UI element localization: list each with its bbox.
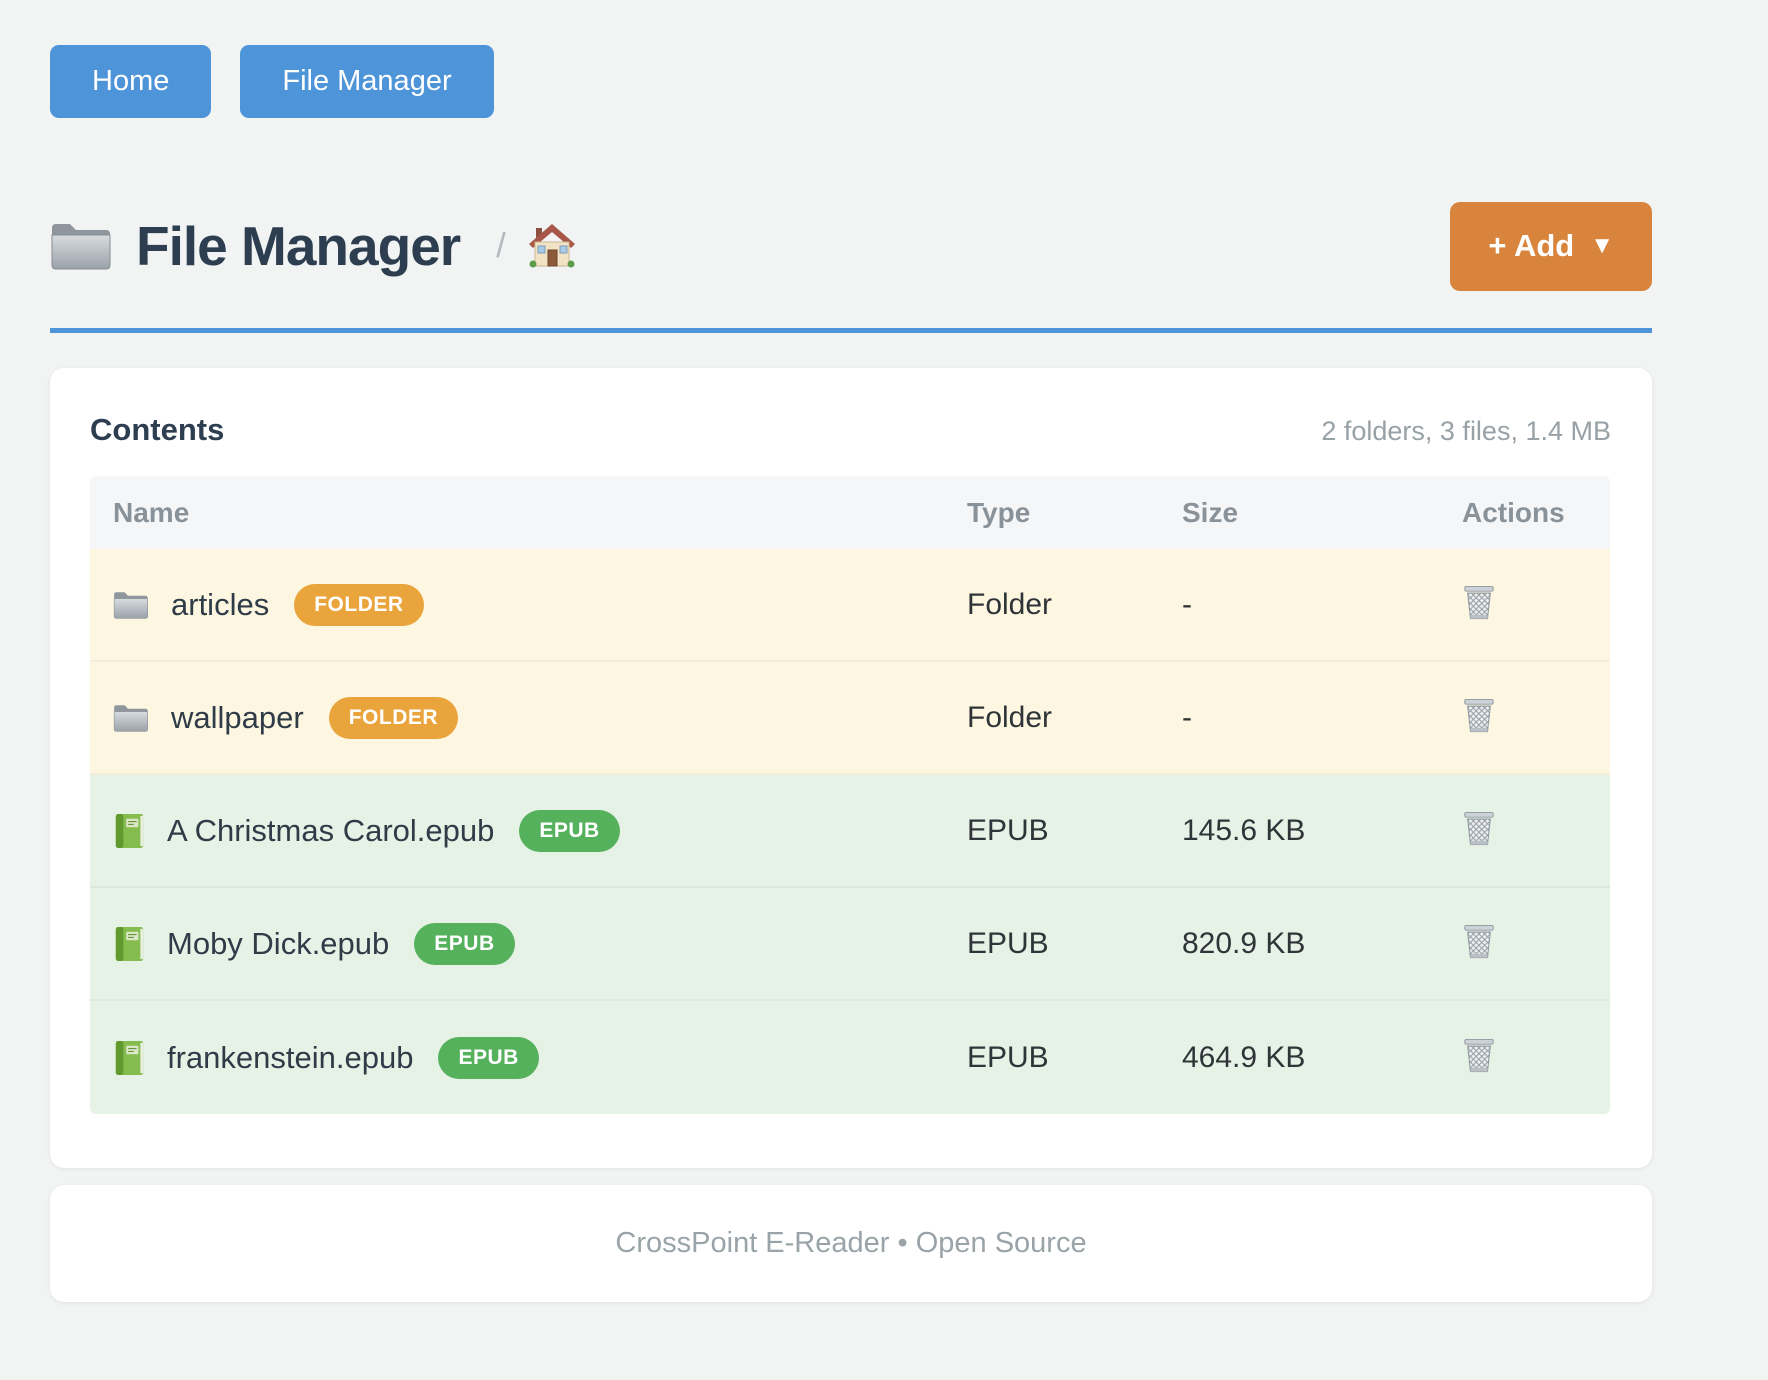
entry-type: Folder (967, 700, 1053, 734)
entry-type: Folder (967, 587, 1053, 621)
delete-button[interactable] (1462, 583, 1496, 622)
folder-icon (113, 590, 150, 620)
file-table: Name Type Size Actions articles FOLDER F… (90, 476, 1610, 1114)
table-header-row: Name Type Size Actions (90, 476, 1610, 549)
top-nav: Home File Manager (50, 45, 1652, 118)
folder-icon (113, 703, 150, 733)
entry-name-link[interactable]: articles (171, 586, 270, 622)
table-row: articles FOLDER Folder - (90, 549, 1610, 662)
trash-icon (1462, 1036, 1496, 1075)
delete-button[interactable] (1462, 922, 1496, 961)
entry-size: 464.9 KB (1182, 1040, 1306, 1074)
trash-icon (1462, 696, 1496, 735)
page-title: File Manager (136, 215, 461, 277)
entry-size: 145.6 KB (1182, 813, 1306, 847)
caret-down-icon: ▼ (1590, 232, 1614, 259)
contents-title: Contents (90, 412, 225, 447)
trash-icon (1462, 922, 1496, 961)
book-icon (113, 1039, 146, 1077)
page-header: File Manager / + Add ▼ (50, 198, 1652, 294)
header-divider (50, 328, 1652, 333)
entry-name-link[interactable]: A Christmas Carol.epub (167, 812, 495, 848)
trash-icon (1462, 809, 1496, 848)
book-icon (113, 812, 146, 850)
column-header-type: Type (967, 496, 1031, 528)
book-icon (113, 925, 146, 963)
page: Home File Manager File Manager / + Add ▼… (50, 0, 1652, 1302)
column-header-size: Size (1182, 496, 1239, 528)
contents-card: Contents 2 folders, 3 files, 1.4 MB Name… (50, 368, 1652, 1168)
entry-name-link[interactable]: wallpaper (171, 699, 304, 735)
breadcrumb-home-link[interactable] (528, 223, 576, 269)
contents-head: Contents 2 folders, 3 files, 1.4 MB (90, 412, 1611, 448)
trash-icon (1462, 583, 1496, 622)
column-header-actions: Actions (1462, 496, 1565, 528)
add-button[interactable]: + Add ▼ (1450, 201, 1652, 291)
delete-button[interactable] (1462, 809, 1496, 848)
column-header-name: Name (113, 496, 190, 528)
entry-type: EPUB (967, 813, 1049, 847)
table-row: A Christmas Carol.epub EPUB EPUB 145.6 K… (90, 775, 1610, 888)
delete-button[interactable] (1462, 696, 1496, 735)
entry-size: - (1182, 700, 1192, 734)
table-row: frankenstein.epub EPUB EPUB 464.9 KB (90, 1001, 1610, 1114)
contents-summary: 2 folders, 3 files, 1.4 MB (1321, 416, 1611, 446)
entry-type-badge: EPUB (414, 922, 515, 965)
breadcrumb-separator: / (496, 226, 506, 265)
entry-type: EPUB (967, 926, 1049, 960)
footer-text: CrossPoint E-Reader • Open Source (615, 1227, 1087, 1259)
entry-type-badge: FOLDER (294, 583, 424, 626)
entry-type-badge: EPUB (519, 809, 620, 852)
home-icon (528, 223, 576, 269)
nav-file-manager-button[interactable]: File Manager (240, 45, 494, 118)
table-body: articles FOLDER Folder - wallpaper FOLDE… (90, 549, 1610, 1114)
entry-name-link[interactable]: Moby Dick.epub (167, 925, 390, 961)
add-button-label: + Add (1488, 228, 1575, 263)
folder-icon (50, 220, 114, 272)
entry-type-badge: FOLDER (328, 696, 459, 739)
nav-home-button[interactable]: Home (50, 45, 212, 118)
entry-type-badge: EPUB (438, 1036, 539, 1079)
entry-size: - (1182, 587, 1192, 621)
entry-type: EPUB (967, 1040, 1049, 1074)
table-row: wallpaper FOLDER Folder - (90, 662, 1610, 775)
delete-button[interactable] (1462, 1036, 1496, 1075)
footer-card: CrossPoint E-Reader • Open Source (50, 1185, 1652, 1302)
entry-name-link[interactable]: frankenstein.epub (167, 1039, 414, 1075)
entry-size: 820.9 KB (1182, 926, 1306, 960)
table-row: Moby Dick.epub EPUB EPUB 820.9 KB (90, 888, 1610, 1001)
title-wrap: File Manager / (50, 214, 576, 278)
